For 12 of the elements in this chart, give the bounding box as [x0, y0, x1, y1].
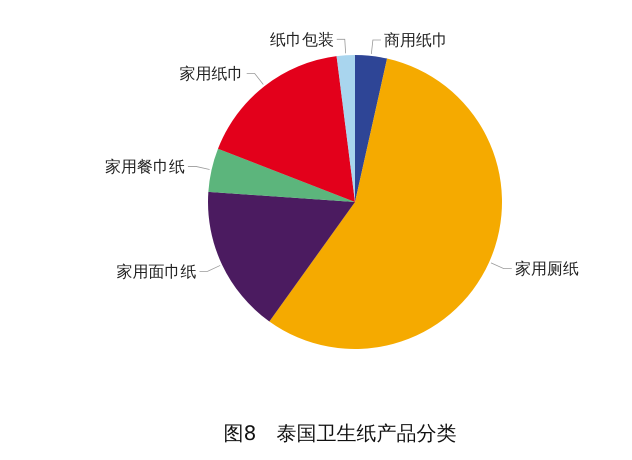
- slice-label: 家用餐巾纸: [104, 157, 185, 176]
- text: 图8 泰国卫生纸产品分类: [224, 421, 456, 445]
- slice-label: 家用厕纸: [514, 259, 579, 278]
- slice-label: 纸巾包装: [270, 30, 334, 49]
- slice-label: 家用纸巾: [180, 64, 244, 84]
- slice-label: 家用面巾纸: [116, 262, 197, 281]
- pie-slice: [336, 55, 355, 202]
- pie-slice: [208, 192, 355, 322]
- pie-slice: [355, 55, 388, 202]
- pie-slice: [269, 58, 502, 349]
- slice-label: 商用纸巾: [384, 30, 448, 50]
- pie-slice: [208, 148, 355, 202]
